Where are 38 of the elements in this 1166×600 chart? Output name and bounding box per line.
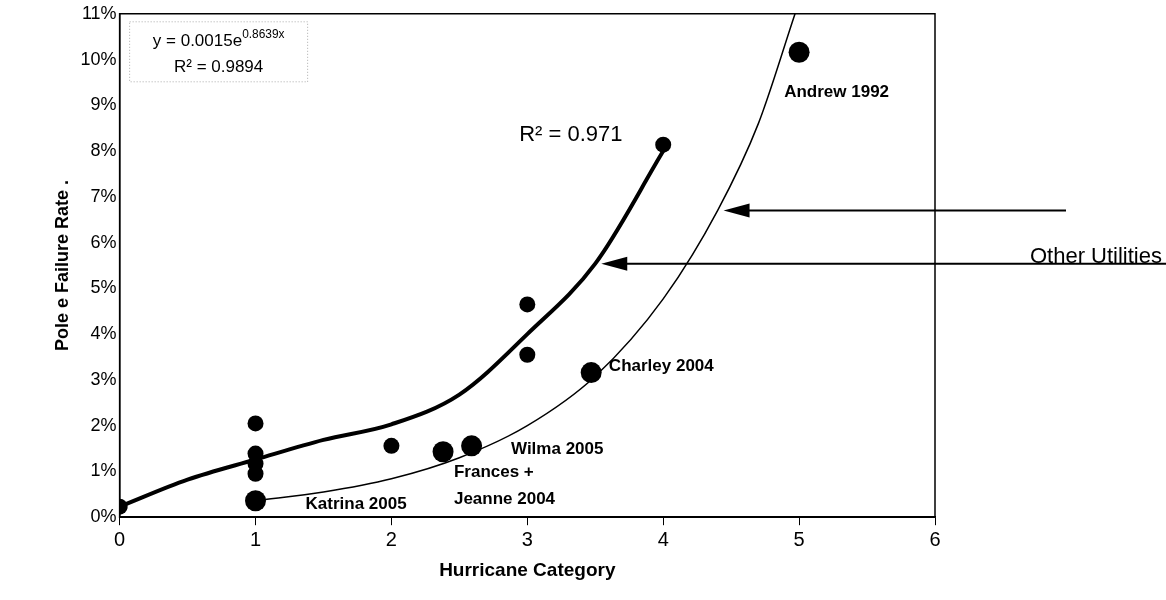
y-axis-title: Pole e Failure Rate . xyxy=(51,179,72,352)
point xyxy=(461,435,483,457)
x-tick-label: 0 xyxy=(114,527,126,550)
annotation: Wilma 2005 xyxy=(511,438,604,458)
annotation: Andrew 1992 xyxy=(784,81,890,101)
point xyxy=(788,41,810,63)
y-tick-label: 11% xyxy=(81,2,117,23)
point xyxy=(519,296,536,313)
point xyxy=(655,136,672,153)
y-tick-label: 7% xyxy=(90,185,117,206)
x-tick-label: 4 xyxy=(657,527,669,550)
x-axis-title: Hurricane Category xyxy=(439,558,616,580)
y-tick-label: 5% xyxy=(90,277,117,298)
point xyxy=(383,437,400,454)
point xyxy=(247,415,264,432)
x-tick-label: 2 xyxy=(385,527,397,550)
annotation: R² = 0.971 xyxy=(519,120,623,146)
point xyxy=(580,362,602,384)
y-tick-label: 3% xyxy=(90,368,117,389)
y-tick-label: 8% xyxy=(90,140,117,161)
annotation: Frances + Jeanne 2004 xyxy=(453,461,556,508)
annotation: Charley 2004 xyxy=(608,355,715,375)
point xyxy=(245,490,267,512)
y-tick-label: 10% xyxy=(80,48,117,69)
text: Other Utilities xyxy=(1029,242,1162,268)
y-tick-label: 0% xyxy=(90,506,117,527)
y-tick-label: 2% xyxy=(90,414,117,435)
annotation: Katrina 2005 xyxy=(305,494,407,514)
y-tick-label: 4% xyxy=(90,323,117,344)
point xyxy=(519,346,536,363)
x-tick-label: 5 xyxy=(793,527,805,550)
y-tick-label: 9% xyxy=(90,94,117,115)
x-tick-label: 3 xyxy=(521,527,533,550)
y-tick-label: 6% xyxy=(90,231,117,252)
x-tick-label: 1 xyxy=(249,527,262,550)
y-tick-label: 1% xyxy=(90,460,117,481)
point xyxy=(432,441,454,463)
x-tick-label: 6 xyxy=(929,527,941,550)
